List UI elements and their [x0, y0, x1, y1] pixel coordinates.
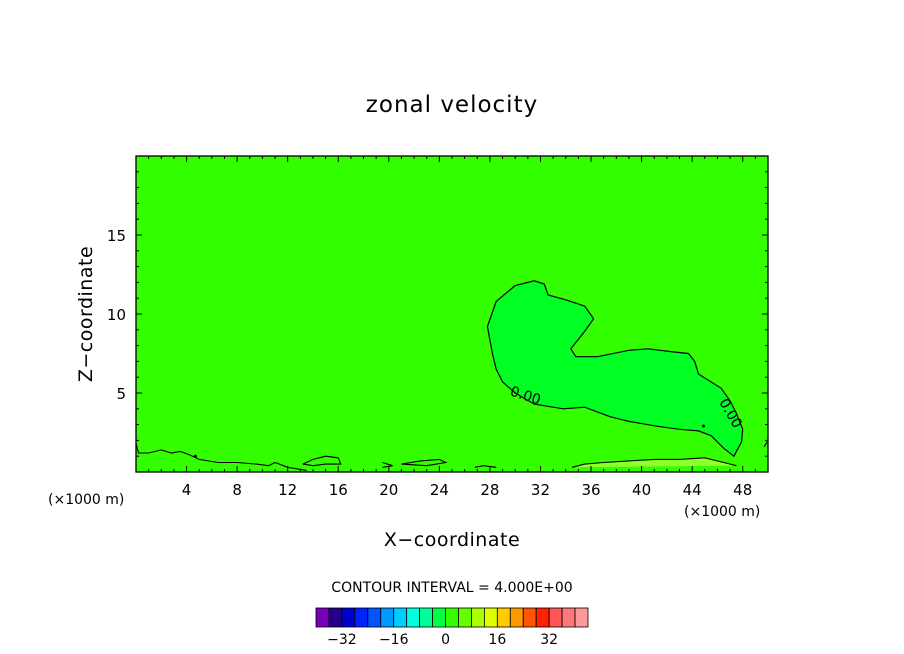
x-unit-right: (×1000 m)	[684, 504, 760, 520]
x-tick-label: 36	[581, 481, 600, 499]
x-axis-label: X−coordinate	[384, 529, 520, 551]
x-tick-label: 12	[278, 481, 297, 499]
x-tick-label: 32	[531, 481, 550, 499]
colorbar-tick-label: 0	[441, 632, 450, 648]
x-tick-label: 8	[232, 481, 242, 499]
colorbar-swatch-19	[561, 607, 576, 628]
surface-contour-0	[135, 443, 307, 471]
surface-contour-4	[474, 465, 497, 468]
colorbar-swatch-17	[535, 607, 550, 628]
surface-contour-5	[571, 457, 737, 468]
contour-interval-label: CONTOUR INTERVAL = 4.000E+00	[331, 580, 572, 596]
colorbar-swatch-15	[509, 607, 524, 628]
surface-contour-2	[401, 458, 448, 467]
colorbar-swatch-11	[458, 607, 472, 628]
y-tick-label: 15	[107, 227, 126, 245]
surface-contour-3	[382, 461, 393, 468]
colorbar-tick-label: −32	[327, 632, 357, 648]
y-axis-label: Z−coordinate	[75, 246, 97, 382]
x-tick-label: 44	[683, 481, 702, 499]
x-tick-label: 24	[430, 481, 449, 499]
contour-region-0	[486, 280, 744, 458]
x-tick-label: 16	[329, 481, 348, 499]
colorbar-swatch-20	[574, 607, 589, 628]
surface-contour-1	[302, 455, 342, 467]
colorbar-swatch-0	[315, 607, 330, 628]
colorbar-swatch-3	[354, 607, 369, 628]
y-tick-label: 10	[107, 306, 126, 324]
x-tick-label: 48	[733, 481, 752, 499]
colorbar-swatch-5	[380, 607, 395, 628]
colorbar-swatch-13	[483, 607, 498, 628]
colorbar-swatch-8	[419, 607, 433, 628]
colorbar-swatch-2	[341, 607, 356, 628]
x-tick-label: 28	[480, 481, 499, 499]
contour-regions	[486, 280, 744, 458]
colorbar-swatch-6	[393, 607, 408, 628]
x-tick-label: 20	[379, 481, 398, 499]
contour-mark-1	[193, 454, 197, 458]
colorbar-swatch-16	[522, 607, 537, 628]
colorbar-swatch-1	[328, 607, 343, 628]
colorbar-swatch-12	[471, 607, 485, 628]
colorbar-swatch-9	[432, 607, 446, 628]
x-tick-label: 40	[632, 481, 651, 499]
y-tick-label: 5	[116, 385, 126, 403]
chart-title: zonal velocity	[366, 92, 538, 118]
colorbar-swatch-10	[445, 607, 459, 628]
colorbar-swatch-14	[496, 607, 511, 628]
x-unit-left: (×1000 m)	[48, 492, 124, 508]
colorbar-swatch-7	[406, 607, 421, 628]
colorbar-tick-label: 16	[488, 632, 506, 648]
contour-lines	[135, 424, 769, 471]
colorbar: −32 −16 0 16 32	[315, 607, 589, 648]
x-tick-label: 4	[182, 481, 192, 499]
colorbar-tick-label: 32	[540, 632, 558, 648]
contour-mark-0	[702, 424, 706, 428]
colorbar-tick-label: −16	[379, 632, 409, 648]
colorbar-swatch-4	[367, 607, 382, 628]
colorbar-swatch-18	[548, 607, 563, 628]
